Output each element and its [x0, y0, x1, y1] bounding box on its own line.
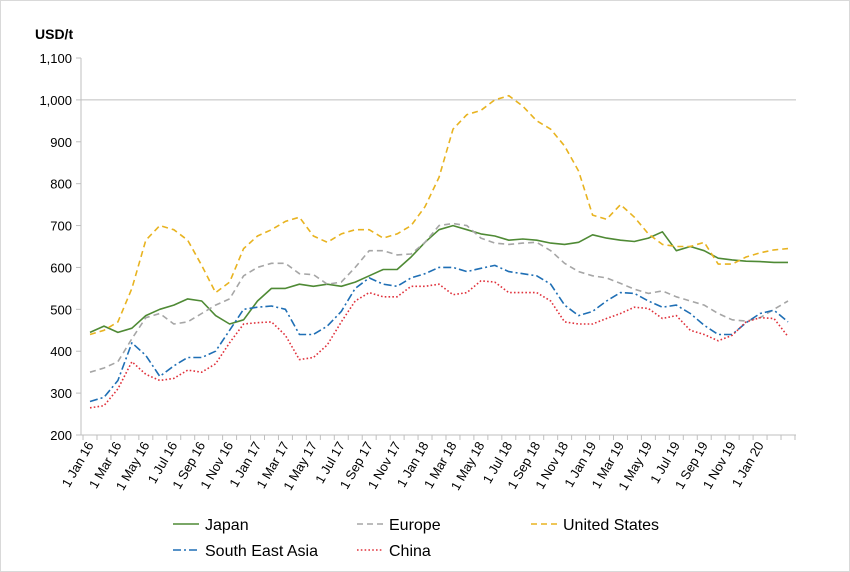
- y-tick-label: 800: [50, 177, 72, 192]
- legend: Japan Europe United States South East Asia C…: [173, 517, 659, 560]
- series-line-united-states: [89, 94, 789, 336]
- x-axis-ticks: 1 Jan 161 Mar 161 May 161 Jul 161 Sep 16…: [59, 435, 796, 493]
- series-line-europe: [89, 222, 789, 373]
- legend-label: Europe: [389, 517, 441, 534]
- y-tick-label: 600: [50, 260, 72, 275]
- legend-label: South East Asia: [205, 543, 318, 560]
- y-tick-label: 500: [50, 302, 72, 317]
- gridlines: [80, 58, 796, 436]
- series-lines: [89, 94, 789, 409]
- y-tick-label: 400: [50, 344, 72, 359]
- series-line-china: [89, 279, 789, 409]
- series-line-south-east-asia: [89, 264, 789, 403]
- y-tick-label: 200: [50, 428, 72, 443]
- y-axis-unit-label: USD/t: [35, 26, 73, 42]
- legend-label: Japan: [205, 517, 249, 534]
- y-tick-label: 300: [50, 386, 72, 401]
- y-tick-label: 1,100: [39, 51, 72, 66]
- legend-label: United States: [563, 517, 659, 534]
- series-line-japan: [89, 224, 788, 334]
- y-tick-label: 1,000: [39, 93, 72, 108]
- y-tick-label: 900: [50, 135, 72, 150]
- y-axis-ticks: 200 300 400 500 600 700 800 900 1,000 1,100: [39, 51, 81, 443]
- y-tick-label: 700: [50, 219, 72, 234]
- legend-label: China: [389, 543, 431, 560]
